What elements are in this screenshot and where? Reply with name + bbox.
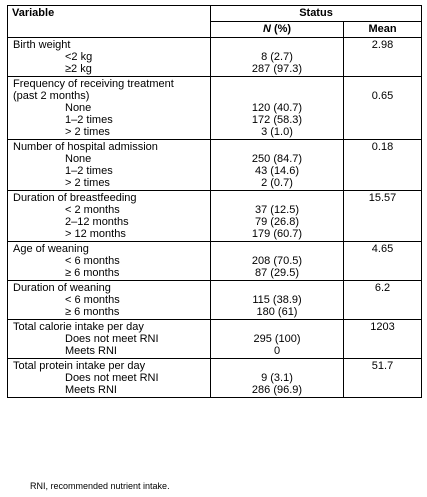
- mean-value: 1203: [370, 321, 395, 333]
- category-label: ≥ 6 months: [65, 306, 120, 318]
- table-row: Duration of breastfeeding < 2 months 2–12 …: [7, 190, 422, 242]
- category-label: < 2 months: [65, 204, 120, 216]
- n-percent-value: 0: [273, 345, 281, 357]
- table-row: Total protein intake per day Does not mee…: [7, 358, 422, 398]
- category-label: > 2 times: [65, 177, 110, 189]
- n-percent-cell: 9 (3.1) 286 (96.9): [210, 358, 344, 398]
- category-label: Does not meet RNI: [65, 372, 159, 384]
- category-label: 1–2 times: [65, 114, 113, 126]
- table-body: Birth weight <2 kg ≥2 kg 8 (2.7) 287 (97.3) 2…: [7, 37, 422, 398]
- n-percent-value: 9 (3.1): [261, 372, 293, 384]
- n-percent-cell: 295 (100) 0: [210, 319, 344, 359]
- category-label: Meets RNI: [65, 345, 117, 357]
- mean-cell: 2.98: [343, 37, 422, 77]
- variable-cell: Total calorie intake per day Does not mee…: [7, 319, 211, 359]
- n-percent-value: 115 (38.9): [252, 294, 302, 306]
- category-label: ≥ 6 months: [65, 267, 120, 279]
- variable-cell: Number of hospital admission None 1–2 time…: [7, 139, 211, 191]
- mean-value: 0.18: [371, 141, 394, 153]
- table-row: Frequency of receiving treatment (past 2 …: [7, 76, 422, 140]
- category-label: ≥2 kg: [65, 63, 92, 75]
- mean-value: 0.65: [371, 90, 394, 102]
- n-percent-value: 180 (61): [256, 306, 298, 318]
- category-label: < 6 months: [65, 255, 120, 267]
- mean-header: Mean: [343, 21, 422, 38]
- n-percent-value: 172 (58.3): [251, 114, 303, 126]
- mean-cell: 4.65: [343, 241, 422, 281]
- category-label: > 2 times: [65, 126, 110, 138]
- status-header: Status: [210, 5, 422, 22]
- variable-header: Variable: [7, 5, 211, 38]
- table-row: Duration of weaning < 6 months ≥ 6 months 1…: [7, 280, 422, 320]
- variable-cell: Total protein intake per day Does not mee…: [7, 358, 211, 398]
- n-percent-value: 286 (96.9): [251, 384, 303, 396]
- n-percent-value: 250 (84.7): [251, 153, 303, 165]
- n-percent-value: 287 (97.3): [251, 63, 303, 75]
- group-title: Duration of weaning: [13, 282, 111, 294]
- data-table: Variable Status N (%) Mean Birth weight <…: [7, 5, 422, 398]
- n-percent-value: 120 (40.7): [251, 102, 303, 114]
- group-title: Age of weaning: [13, 243, 89, 255]
- n-percent-value: 2 (0.7): [261, 177, 293, 189]
- n-percent-header: N (%): [210, 21, 344, 38]
- mean-value: 2.98: [371, 39, 394, 51]
- variable-cell: Duration of breastfeeding < 2 months 2–12 …: [7, 190, 211, 242]
- n-percent-value: 3 (1.0): [261, 126, 293, 138]
- mean-cell: 15.57: [343, 190, 422, 242]
- mean-cell: 6.2: [343, 280, 422, 320]
- mean-cell: 0.65: [343, 76, 422, 140]
- category-label: < 6 months: [65, 294, 120, 306]
- n-italic: N: [262, 23, 271, 35]
- category-label: <2 kg: [65, 51, 93, 63]
- n-percent-value: 179 (60.7): [251, 228, 303, 240]
- n-percent-cell: 8 (2.7) 287 (97.3): [210, 37, 344, 77]
- n-percent-value: 8 (2.7): [261, 51, 293, 63]
- n-percent-value: 208 (70.5): [251, 255, 303, 267]
- mean-value: 51.7: [371, 360, 394, 372]
- n-percent-cell: 120 (40.7) 172 (58.3) 3 (1.0): [210, 76, 344, 140]
- group-title: (past 2 months): [13, 90, 90, 102]
- n-percent-value: 295 (100): [253, 333, 301, 345]
- mean-cell: 1203: [343, 319, 422, 359]
- group-title: Duration of breastfeeding: [13, 192, 137, 204]
- group-title: Number of hospital admission: [13, 141, 158, 153]
- category-label: None: [65, 102, 92, 114]
- n-percent-cell: 250 (84.7) 43 (14.6) 2 (0.7): [210, 139, 344, 191]
- mean-value: 6.2: [374, 282, 391, 294]
- category-label: > 12 months: [65, 228, 126, 240]
- mean-cell: 51.7: [343, 358, 422, 398]
- variable-cell: Age of weaning < 6 months ≥ 6 months: [7, 241, 211, 281]
- group-title: Total calorie intake per day: [13, 321, 144, 333]
- category-label: 1–2 times: [65, 165, 113, 177]
- group-title: Birth weight: [13, 39, 71, 51]
- mean-value: 4.65: [371, 243, 394, 255]
- variable-cell: Frequency of receiving treatment (past 2 …: [7, 76, 211, 140]
- n-percent-value: 43 (14.6): [254, 165, 300, 177]
- percent-label: (%): [270, 23, 292, 35]
- table-row: Birth weight <2 kg ≥2 kg 8 (2.7) 287 (97.3) 2…: [7, 37, 422, 77]
- category-label: 2–12 months: [65, 216, 129, 228]
- variable-cell: Birth weight <2 kg ≥2 kg: [7, 37, 211, 77]
- category-label: Does not meet RNI: [65, 333, 159, 345]
- table-row: Age of weaning < 6 months ≥ 6 months 208 (7…: [7, 241, 422, 281]
- n-percent-value: 87 (29.5): [254, 267, 300, 279]
- n-percent-value: 37 (12.5): [254, 204, 300, 216]
- mean-cell: 0.18: [343, 139, 422, 191]
- table-row: Total calorie intake per day Does not mee…: [7, 319, 422, 359]
- n-percent-cell: 115 (38.9) 180 (61): [210, 280, 344, 320]
- mean-value: 15.57: [368, 192, 397, 204]
- n-percent-value: 79 (26.8): [254, 216, 300, 228]
- footnote: RNI, recommended nutrient intake.: [30, 481, 170, 491]
- group-title: Frequency of receiving treatment: [13, 78, 174, 90]
- n-percent-cell: 37 (12.5) 79 (26.8) 179 (60.7): [210, 190, 344, 242]
- variable-cell: Duration of weaning < 6 months ≥ 6 months: [7, 280, 211, 320]
- n-percent-cell: 208 (70.5) 87 (29.5): [210, 241, 344, 281]
- group-title: Total protein intake per day: [13, 360, 146, 372]
- category-label: Meets RNI: [65, 384, 117, 396]
- category-label: None: [65, 153, 92, 165]
- table-row: Number of hospital admission None 1–2 time…: [7, 139, 422, 191]
